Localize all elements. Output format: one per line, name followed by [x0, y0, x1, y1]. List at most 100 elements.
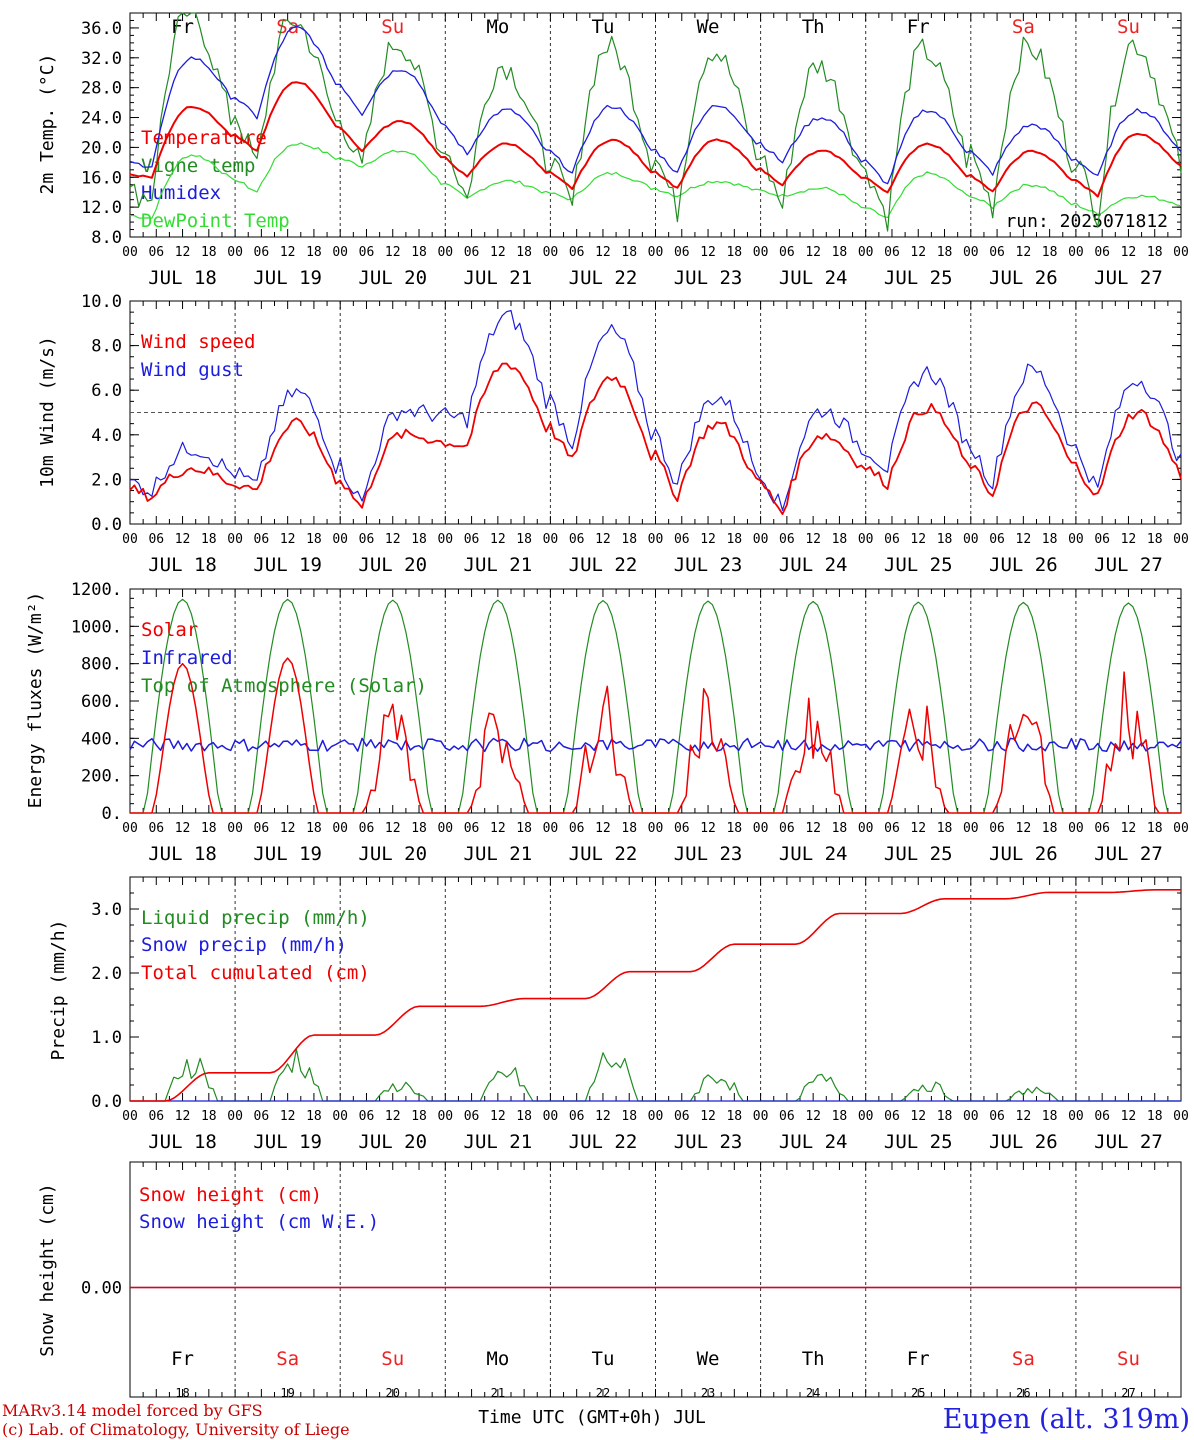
x-hour-label: 12: [175, 245, 191, 260]
series-solar: [130, 657, 1181, 814]
x-hour-label: 12: [1016, 1109, 1032, 1124]
panel-frame-3: 00 06 12 18 JUL 18 00 06 12 18 JUL 19 00 06 12 18 JUL …: [122, 876, 1189, 1153]
bottom-day-label: Th: [802, 1348, 825, 1370]
x-hour-label: 12: [175, 532, 191, 547]
x-hour-label: 00: [963, 245, 979, 260]
x-hour-label: 18: [832, 1109, 848, 1124]
x-hour-label: 00: [963, 1109, 979, 1124]
x-hour-label: 00: [332, 1109, 348, 1124]
x-hour-label: 00: [543, 1109, 559, 1124]
x-hour-label: 18: [201, 245, 217, 260]
day-of-week-label: Tu: [592, 16, 615, 38]
x-hour-label: 06: [1094, 532, 1110, 547]
footer: MARv3.14 model forced by GFS (c) Lab. of…: [2, 1401, 1190, 1439]
bottom-day-label: Su: [381, 1348, 404, 1370]
x-hour-label: 00: [122, 1109, 138, 1124]
x-hour-label: 00: [648, 1109, 664, 1124]
x-hour-label: 18: [1042, 1109, 1058, 1124]
x-hour-label: 18: [516, 1109, 532, 1124]
x-date-label: JUL 21: [464, 267, 533, 289]
x-hour-label: 06: [674, 245, 690, 260]
bottom-day-number: 19: [280, 1386, 294, 1400]
x-hour-label: 18: [726, 245, 742, 260]
wind-panel: 10m Wind (m/s) Wind speed Wind gust: [37, 331, 255, 488]
bottom-day-number: 20: [386, 1386, 400, 1400]
x-hour-label: 00: [858, 1109, 874, 1124]
x-hour-label: 06: [464, 245, 480, 260]
x-hour-label: 00: [332, 245, 348, 260]
x-date-label: JUL 19: [253, 267, 322, 289]
y-tick-label: 8.0: [91, 228, 122, 248]
energy-y-axis-title: Energy fluxes (W/m²): [25, 592, 46, 809]
y-tick-label: 10.0: [81, 292, 122, 312]
x-hour-label: 06: [464, 1109, 480, 1124]
series-temperature: [129, 81, 1182, 198]
day-of-week-label: Sa: [276, 16, 299, 38]
x-hour-label: 12: [490, 1109, 506, 1124]
x-hour-label: 18: [621, 532, 637, 547]
x-hour-label: 00: [858, 245, 874, 260]
x-hour-label: 06: [779, 1109, 795, 1124]
series-dewpoint-temp: [129, 142, 1182, 219]
x-hour-label: 06: [148, 821, 164, 836]
x-hour-label: 00: [1173, 245, 1189, 260]
x-hour-label: 06: [989, 1109, 1005, 1124]
x-hour-label: 00: [437, 532, 453, 547]
bottom-day-number: 26: [1016, 1386, 1030, 1400]
series-total-cumulated: [130, 889, 1181, 1102]
x-date-label: JUL 24: [779, 843, 848, 865]
legend-snow-precip: Snow precip (mm/h): [141, 934, 347, 956]
x-hour-label: 00: [753, 245, 769, 260]
legend-liquid-precip: Liquid precip (mm/h): [141, 907, 370, 929]
x-hour-label: 00: [332, 821, 348, 836]
x-hour-label: 06: [1094, 1109, 1110, 1124]
x-date-label: JUL 20: [358, 554, 427, 576]
x-hour-label: 06: [464, 532, 480, 547]
x-hour-label: 00: [1068, 1109, 1084, 1124]
x-date-label: JUL 20: [358, 843, 427, 865]
x-date-label: JUL 20: [358, 1131, 427, 1153]
bottom-day-label: Sa: [1012, 1348, 1035, 1370]
legend-total-cumulated: Total cumulated (cm): [141, 962, 370, 984]
y-tick-label: 600.: [81, 692, 122, 712]
x-hour-label: 00: [963, 821, 979, 836]
x-date-label: JUL 23: [674, 843, 743, 865]
y-axis-precip: 0.0 1.0 2.0 3.0: [91, 876, 1181, 1112]
x-hour-label: 12: [595, 532, 611, 547]
x-hour-label: 06: [359, 532, 375, 547]
x-hour-label: 18: [201, 1109, 217, 1124]
x-date-label: JUL 23: [674, 554, 743, 576]
x-hour-label: 18: [306, 821, 322, 836]
x-hour-label: 18: [621, 821, 637, 836]
x-hour-label: 12: [910, 245, 926, 260]
x-hour-label: 06: [359, 821, 375, 836]
x-hour-label: 06: [569, 821, 585, 836]
x-hour-label: 18: [832, 245, 848, 260]
x-hour-label: 12: [700, 532, 716, 547]
legend-toa-solar: Top of Atmosphere (Solar): [141, 675, 427, 697]
x-hour-label: 06: [148, 1109, 164, 1124]
x-date-label: JUL 18: [148, 843, 217, 865]
bottom-day-label: Tu: [592, 1348, 615, 1370]
day-of-week-label: Su: [381, 16, 404, 38]
bottom-day-label: We: [697, 1348, 720, 1370]
x-hour-label: 06: [464, 821, 480, 836]
y-tick-label: 6.0: [91, 381, 122, 401]
x-hour-label: 18: [937, 532, 953, 547]
wind-y-axis-title: 10m Wind (m/s): [37, 336, 58, 488]
y-tick-label: 1000.: [71, 617, 122, 637]
x-hour-label: 06: [884, 1109, 900, 1124]
y-tick-label: 3.0: [91, 900, 122, 920]
x-hour-label: 06: [359, 1109, 375, 1124]
x-hour-label: 12: [1016, 532, 1032, 547]
x-hour-label: 12: [280, 532, 296, 547]
x-date-label: JUL 27: [1094, 843, 1163, 865]
x-hour-label: 12: [910, 1109, 926, 1124]
y-tick-label: 2.0: [91, 964, 122, 984]
x-hour-label: 12: [1121, 821, 1137, 836]
x-date-label: JUL 25: [884, 267, 953, 289]
legend-vigne-temp: Vigne temp: [141, 155, 255, 177]
x-date-label: JUL 27: [1094, 267, 1163, 289]
x-hour-label: 18: [411, 245, 427, 260]
y-axis-temp: 8.0 12.0 16.0 20.0 24.0 28.0 32.0 36.0: [81, 12, 1181, 248]
